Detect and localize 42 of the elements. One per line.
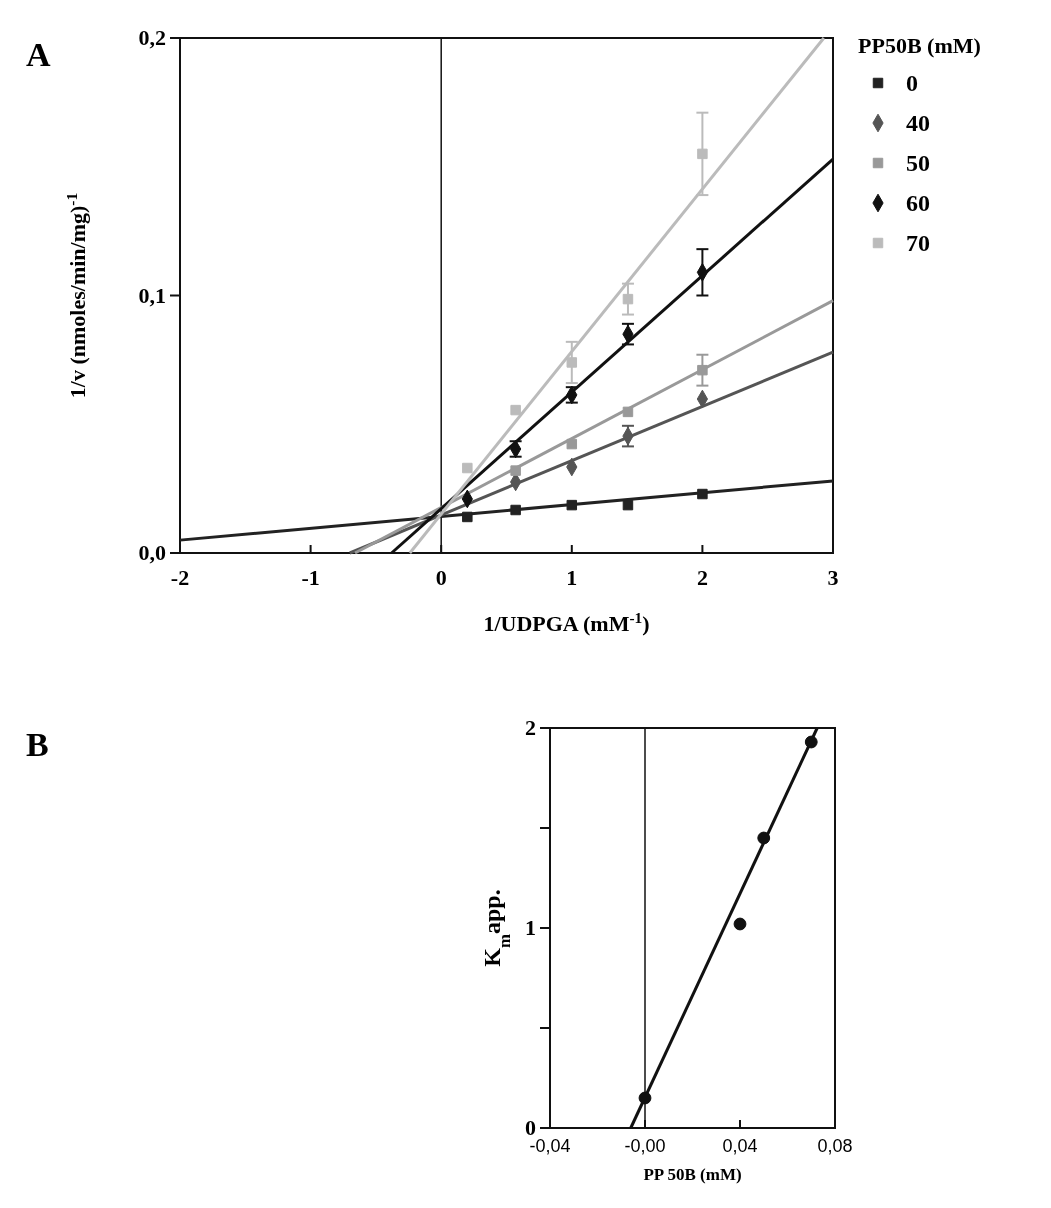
x-tick-label: 0,04 [722, 1136, 758, 1156]
x-tick-label: -0,00 [624, 1136, 666, 1156]
x-tick-label: 0 [435, 565, 447, 590]
y-tick-label: 1 [525, 915, 536, 940]
x-tick-label: 2 [696, 565, 708, 590]
point [510, 465, 521, 476]
x-tick-label: 3 [827, 565, 839, 590]
point [510, 504, 521, 516]
point [462, 462, 473, 474]
point [697, 148, 708, 160]
x-tick-label: 0,08 [817, 1136, 853, 1156]
legend-label: 70 [906, 230, 930, 256]
y-tick-label: 0,1 [138, 282, 166, 308]
legend-title: PP50B (mM) [858, 33, 981, 58]
point [622, 406, 634, 418]
point [804, 735, 818, 749]
point [697, 488, 708, 500]
y-tick-label: 0,0 [138, 540, 166, 565]
point [462, 511, 473, 523]
point [757, 831, 771, 845]
x-tick-label: 1 [566, 565, 578, 590]
text: A [26, 36, 51, 73]
point [622, 293, 634, 305]
text: B [26, 726, 49, 763]
x-axis-title: 1/UDPGA (mM$^{-1}$) [483, 608, 650, 636]
x-axis-title: PP 50B (mM) [643, 1165, 742, 1184]
legend-label: 50 [906, 150, 930, 176]
point [566, 357, 578, 368]
point [566, 438, 578, 450]
point [638, 1091, 652, 1105]
x-tick-label: -1 [301, 565, 320, 590]
point [733, 917, 747, 931]
point [510, 404, 521, 416]
y-tick-label: 2 [525, 715, 536, 740]
point [622, 499, 634, 511]
legend-label: 0 [906, 70, 918, 96]
legend-label: 40 [906, 110, 930, 136]
point [697, 364, 708, 376]
legend-label: 60 [906, 190, 930, 216]
y-tick-label: 0,2 [138, 25, 166, 50]
point [566, 499, 578, 511]
x-tick-label: -2 [170, 565, 190, 590]
